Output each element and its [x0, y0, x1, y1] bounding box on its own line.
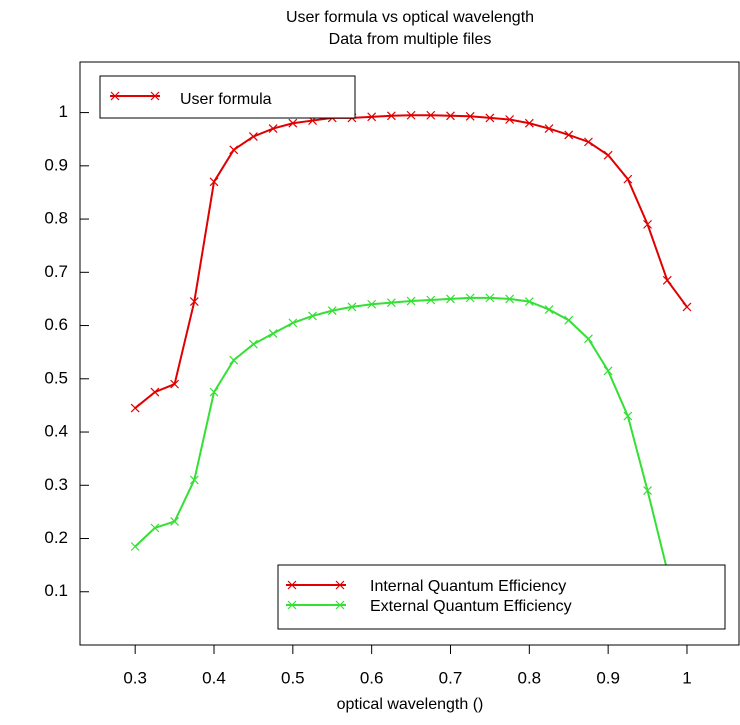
legend-marker [335, 600, 345, 610]
point-marker [603, 150, 613, 160]
legend-box [277, 564, 726, 630]
point-marker [662, 275, 672, 285]
y-tick-label: 0.6 [44, 315, 68, 334]
series-line [134, 296, 688, 596]
point-marker [170, 517, 180, 526]
point-marker [584, 137, 593, 147]
point-marker [564, 130, 574, 140]
point-marker [189, 475, 199, 485]
x-tick-label: 0.5 [281, 668, 305, 687]
y-tick-label: 0.2 [44, 528, 68, 547]
point-marker [682, 302, 692, 312]
formula-legend-marker [150, 91, 160, 101]
x-tick-label: 0.9 [596, 668, 620, 687]
legend-label: External Quantum Efficiency [370, 598, 572, 615]
point-marker [426, 295, 436, 305]
point-marker [229, 355, 239, 365]
point-marker [386, 298, 396, 308]
point-marker [347, 302, 357, 312]
point-marker [150, 387, 160, 397]
point-marker [150, 523, 160, 533]
point-marker [367, 112, 377, 122]
point-marker [524, 118, 534, 128]
point-marker [406, 110, 416, 120]
y-tick-label: 1 [59, 102, 68, 121]
legend-marker [335, 580, 345, 590]
point-marker [485, 293, 495, 303]
x-tick-label: 0.8 [517, 668, 541, 687]
y-tick-label: 0.1 [44, 581, 68, 600]
point-marker [229, 145, 239, 155]
point-marker [288, 318, 298, 328]
point-marker [386, 111, 396, 121]
formula-legend-marker [110, 91, 120, 101]
point-marker [367, 299, 377, 309]
point-marker [544, 305, 554, 314]
x-tick-label: 1 [682, 668, 691, 687]
point-marker [643, 486, 652, 496]
point-marker [446, 111, 455, 121]
y-tick-label: 0.7 [44, 262, 68, 281]
point-marker [406, 296, 416, 306]
chart-title: User formula vs optical wavelength [286, 9, 534, 26]
point-marker [308, 311, 317, 321]
plot-frame [79, 61, 740, 646]
point-marker [544, 124, 554, 133]
point-marker [564, 315, 574, 325]
point-marker [248, 132, 258, 141]
x-tick-label: 0.6 [360, 668, 384, 687]
y-tick-label: 0.8 [44, 209, 68, 228]
y-tick-label: 0.3 [44, 475, 68, 494]
formula-legend-label: User formula [180, 91, 272, 108]
point-marker [524, 297, 534, 307]
point-marker [189, 297, 199, 307]
x-axis-label: optical wavelength () [337, 696, 484, 713]
point-marker [465, 111, 475, 121]
point-marker [505, 115, 515, 124]
legend-marker [287, 580, 297, 590]
point-marker [130, 542, 140, 551]
point-marker [584, 334, 593, 344]
point-marker [288, 118, 298, 128]
point-marker [209, 387, 219, 397]
y-tick-label: 0.9 [44, 155, 68, 174]
y-tick-label: 0.4 [44, 422, 68, 441]
point-marker [327, 306, 337, 316]
x-tick-label: 0.3 [123, 668, 147, 687]
point-marker [130, 403, 140, 413]
point-marker [268, 124, 278, 133]
point-marker [485, 113, 495, 123]
point-marker [623, 411, 633, 421]
point-marker [426, 110, 436, 120]
point-marker [268, 329, 278, 338]
chart-subtitle: Data from multiple files [329, 31, 492, 48]
point-marker [623, 174, 633, 184]
point-marker [170, 379, 180, 389]
point-marker [446, 294, 455, 304]
y-tick-label: 0.5 [44, 368, 68, 387]
legend-label: Internal Quantum Efficiency [370, 578, 566, 595]
point-marker [505, 294, 515, 304]
x-tick-label: 0.4 [202, 668, 226, 687]
point-marker [465, 293, 475, 303]
point-marker [209, 177, 219, 187]
point-marker [248, 339, 258, 349]
point-marker [643, 219, 652, 229]
point-marker [603, 366, 613, 376]
legend-marker [287, 600, 297, 610]
x-tick-label: 0.7 [439, 668, 463, 687]
